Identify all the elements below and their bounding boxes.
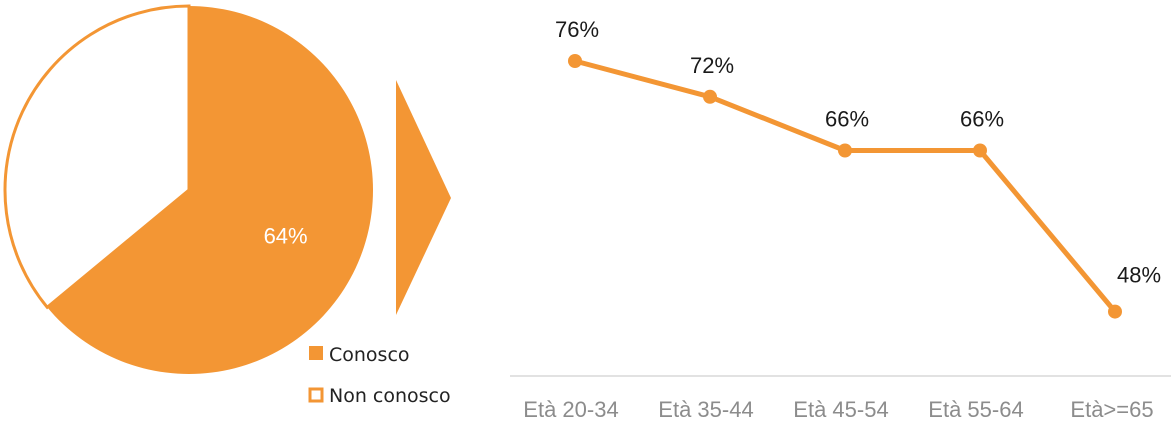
line-chart: 76% Età 20-34 72% Età 35-44 66% Età 45-54 66% E… <box>523 17 1161 421</box>
pie-label-conosco: 64% <box>264 223 308 248</box>
pie-chart: 64% <box>3 4 374 374</box>
x-tick-label: Età 20-34 <box>523 397 618 421</box>
x-tick-label: Età 35-44 <box>658 397 753 421</box>
legend-swatch-conosco <box>309 346 323 360</box>
pie-slice-non-conosco <box>3 4 191 310</box>
data-label: 66% <box>825 107 869 132</box>
x-tick-label: Età>=65 <box>1070 397 1153 421</box>
series-line <box>572 58 1118 315</box>
x-tick-label: Età 45-54 <box>793 397 888 421</box>
pie-slice-conosco <box>47 6 374 374</box>
data-label: 76% <box>555 17 599 42</box>
data-label: 48% <box>1117 263 1161 288</box>
legend-swatch-non-conosco <box>308 387 324 403</box>
data-label: 66% <box>960 107 1004 132</box>
data-point <box>973 143 987 158</box>
legend-label-conosco: Conosco <box>329 344 410 366</box>
data-point <box>568 54 582 68</box>
data-point <box>703 89 717 104</box>
x-tick-label: Età 55-64 <box>928 397 1023 421</box>
legend-label-non-conosco: Non conosco <box>329 385 451 407</box>
arrow-connector-shape <box>396 80 451 315</box>
data-point <box>1108 304 1122 319</box>
pie-legend: Conosco Non conosco <box>308 344 451 407</box>
data-point <box>838 143 852 158</box>
data-label: 72% <box>690 53 734 78</box>
